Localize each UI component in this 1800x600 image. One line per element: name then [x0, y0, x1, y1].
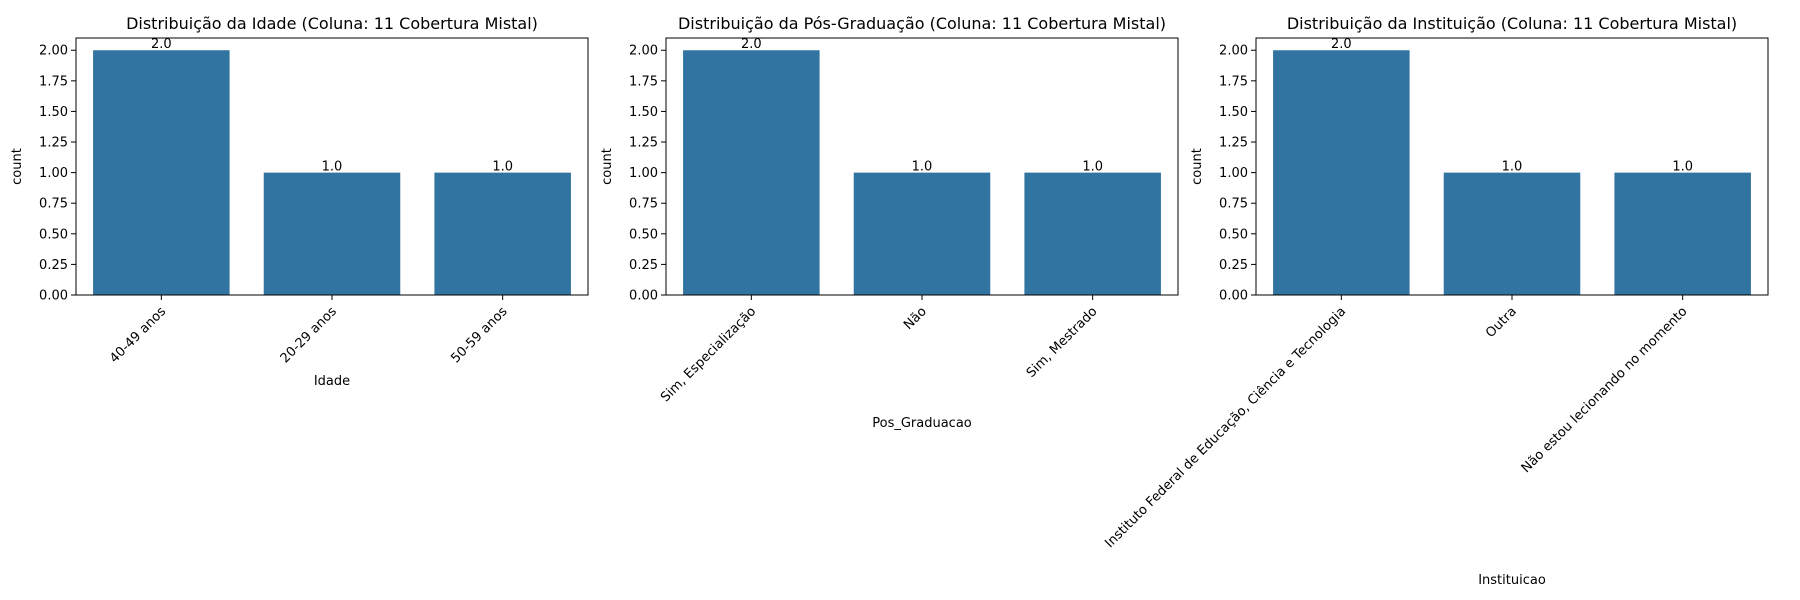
axes-frame: [665, 37, 1179, 296]
y-tick-label: 1.00: [629, 166, 658, 181]
y-tick-label: 0.75: [39, 197, 68, 212]
y-tick-label: 1.75: [39, 74, 68, 89]
bar-value-label: 2.0: [151, 37, 172, 52]
x-tick-label: Não estou lecionando no momento: [1519, 304, 1691, 476]
x-axis-label: Instituicao: [1478, 573, 1546, 588]
y-axis-label: count: [10, 148, 25, 185]
bar: [93, 50, 230, 295]
y-tick-label: 1.00: [39, 166, 68, 181]
bar: [683, 50, 820, 295]
y-tick-label: 0.50: [39, 227, 68, 242]
y-tick-label: 1.50: [1219, 105, 1248, 120]
axes-frame: [75, 37, 589, 296]
x-tick-label: 50-59 anos: [448, 304, 510, 366]
y-tick-label: 0.75: [629, 197, 658, 212]
y-tick-label: 0.25: [629, 258, 658, 273]
y-tick-label: 1.25: [629, 136, 658, 151]
bar: [1024, 172, 1161, 295]
x-tick-label: Sim, Mestrado: [1024, 304, 1101, 381]
axes-frame: [1255, 37, 1769, 296]
chart-title: Distribuição da Pós-Graduação (Coluna: 1…: [678, 14, 1166, 33]
chart-title: Distribuição da Idade (Coluna: 11 Cobert…: [126, 14, 538, 33]
y-tick-label: 1.25: [39, 136, 68, 151]
y-tick-label: 1.00: [1219, 166, 1248, 181]
bar-value-label: 2.0: [1331, 37, 1352, 52]
bar: [434, 172, 571, 295]
bar-value-label: 1.0: [1502, 160, 1523, 175]
bar-value-label: 1.0: [492, 160, 513, 175]
bar: [263, 172, 401, 295]
bar: [1273, 50, 1410, 295]
bar-value-label: 1.0: [1082, 160, 1103, 175]
bar: [1614, 172, 1751, 295]
y-tick-label: 2.00: [629, 44, 658, 59]
y-tick-label: 0.75: [1219, 197, 1248, 212]
y-tick-label: 0.00: [39, 289, 68, 304]
y-axis-label: count: [1190, 148, 1205, 185]
y-tick-label: 1.50: [629, 105, 658, 120]
chart-title: Distribuição da Instituição (Coluna: 11 …: [1287, 14, 1737, 33]
y-tick-label: 1.75: [1219, 74, 1248, 89]
bar-value-label: 2.0: [741, 37, 762, 52]
x-tick-label: Sim, Especialização: [658, 304, 759, 405]
x-tick-label: 20-29 anos: [278, 304, 340, 366]
bar-value-label: 1.0: [1672, 160, 1693, 175]
y-tick-label: 1.50: [39, 105, 68, 120]
x-tick-label: Não: [901, 304, 930, 333]
y-tick-label: 0.25: [39, 258, 68, 273]
bar: [853, 172, 991, 295]
y-axis-label: count: [600, 148, 615, 185]
y-tick-label: 2.00: [39, 44, 68, 59]
x-tick-label: 40-49 anos: [107, 304, 169, 366]
y-tick-label: 1.25: [1219, 136, 1248, 151]
x-axis-label: Idade: [314, 374, 350, 389]
bar: [1443, 172, 1581, 295]
x-tick-label: Outra: [1483, 304, 1520, 341]
y-tick-label: 0.25: [1219, 258, 1248, 273]
y-tick-label: 0.50: [1219, 227, 1248, 242]
y-tick-label: 0.00: [1219, 289, 1248, 304]
x-tick-label: Instituto Federal de Educação, Ciência e…: [1102, 304, 1349, 551]
y-tick-label: 2.00: [1219, 44, 1248, 59]
bar-value-label: 1.0: [912, 160, 933, 175]
y-tick-label: 1.75: [629, 74, 658, 89]
y-tick-label: 0.50: [629, 227, 658, 242]
bar-value-label: 1.0: [322, 160, 343, 175]
y-tick-label: 0.00: [629, 289, 658, 304]
x-axis-label: Pos_Graduacao: [872, 416, 972, 431]
